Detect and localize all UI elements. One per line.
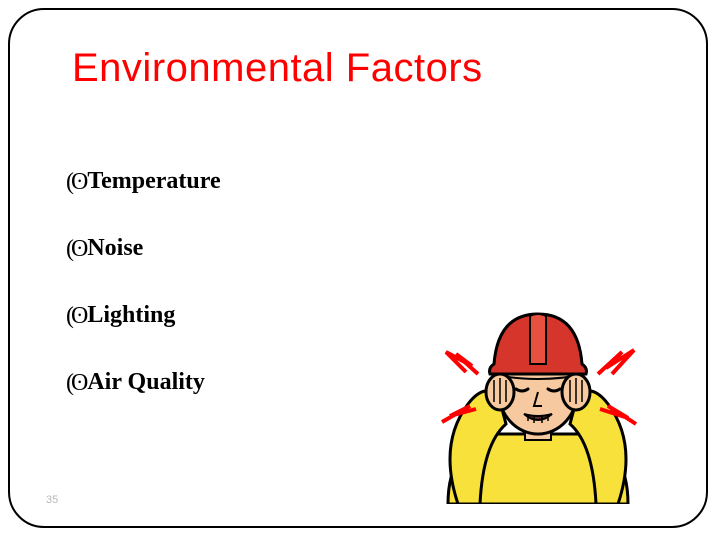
page-number: 35	[46, 494, 58, 506]
worker-noise-illustration	[428, 294, 648, 504]
bullet-icon: (ʘ	[66, 170, 85, 194]
bullet-list: (ʘ Temperature (ʘ Noise (ʘ Lighting (ʘ A…	[66, 168, 221, 436]
list-item: (ʘ Noise	[66, 235, 221, 262]
list-item: (ʘ Lighting	[66, 302, 221, 329]
bullet-icon: (ʘ	[66, 304, 85, 328]
slide-title: Environmental Factors	[72, 46, 483, 91]
bullet-label: Air Quality	[87, 369, 205, 396]
bullet-label: Temperature	[87, 168, 220, 195]
bullet-icon: (ʘ	[66, 371, 85, 395]
bullet-label: Noise	[87, 235, 143, 262]
bullet-icon: (ʘ	[66, 237, 85, 261]
list-item: (ʘ Air Quality	[66, 369, 221, 396]
slide-frame: Environmental Factors (ʘ Temperature (ʘ …	[8, 8, 708, 528]
list-item: (ʘ Temperature	[66, 168, 221, 195]
bullet-label: Lighting	[87, 302, 175, 329]
